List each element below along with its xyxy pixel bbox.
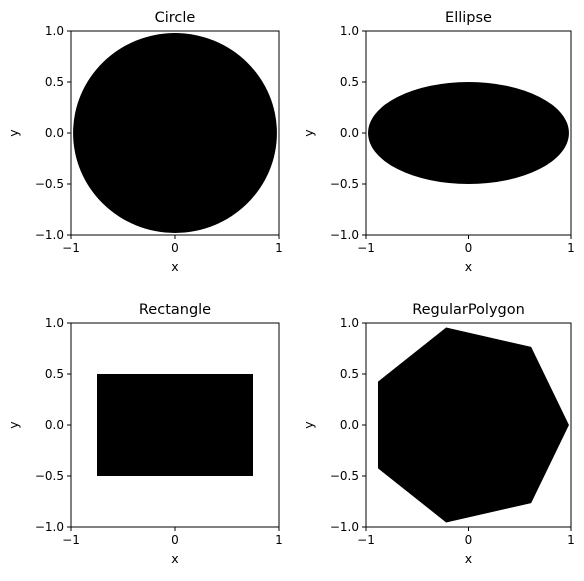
- regular-polygon-shape: [377, 327, 569, 523]
- ellipse-shape: [368, 82, 569, 184]
- y-tick-label: −1.0: [35, 228, 64, 242]
- y-tick-label: −1.0: [330, 520, 359, 534]
- y-axis-label: y: [6, 129, 21, 137]
- x-tick-label: −1: [62, 533, 80, 547]
- x-axis-label: x: [171, 551, 178, 566]
- y-tick-label: 0.0: [340, 418, 359, 432]
- y-tick-label: 0.0: [45, 126, 64, 140]
- x-tick-label: 0: [465, 241, 473, 255]
- x-tick-label: 0: [171, 241, 179, 255]
- y-tick-label: 0.5: [340, 367, 359, 381]
- x-axis-label: x: [465, 551, 472, 566]
- x-tick-label: 0: [465, 533, 473, 547]
- chart-title: Circle: [155, 10, 196, 26]
- x-tick-label: 1: [275, 241, 283, 255]
- y-tick-label: −1.0: [35, 520, 64, 534]
- chart-title: Rectangle: [139, 302, 211, 318]
- x-tick-label: 1: [275, 533, 283, 547]
- y-tick-label: −0.5: [35, 177, 64, 191]
- circle-shape: [73, 33, 277, 233]
- x-axis-label: x: [465, 259, 472, 274]
- x-tick-label: 1: [567, 241, 575, 255]
- y-tick-label: 0.0: [45, 418, 64, 432]
- y-axis-label: y: [301, 421, 316, 429]
- chart-title: Ellipse: [445, 10, 492, 26]
- chart-title: RegularPolygon: [412, 302, 525, 318]
- y-axis-label: y: [301, 129, 316, 137]
- y-tick-label: −0.5: [330, 469, 359, 483]
- panel-ellipse: −1 0 1 −1.0 −0.5 0.0 0.5 1.0 Ellipse x y: [301, 10, 575, 274]
- y-tick-label: 1.0: [340, 24, 359, 38]
- y-tick-label: −0.5: [35, 469, 64, 483]
- y-tick-label: 1.0: [45, 316, 64, 330]
- panel-regularpolygon: −1 0 1 −1.0 −0.5 0.0 0.5 1.0 RegularPolygon x y: [301, 302, 575, 566]
- x-tick-label: 1: [567, 533, 575, 547]
- y-tick-label: −0.5: [330, 177, 359, 191]
- rectangle-shape: [97, 374, 253, 476]
- x-tick-label: 0: [171, 533, 179, 547]
- y-tick-label: 0.5: [45, 367, 64, 381]
- panel-rectangle: −1 0 1 −1.0 −0.5 0.0 0.5 1.0 Rectangle x y: [6, 302, 283, 566]
- x-tick-label: −1: [62, 241, 80, 255]
- y-tick-label: −1.0: [330, 228, 359, 242]
- y-tick-label: 1.0: [340, 316, 359, 330]
- x-tick-label: −1: [357, 241, 375, 255]
- x-tick-label: −1: [357, 533, 375, 547]
- y-tick-label: 1.0: [45, 24, 64, 38]
- y-tick-label: 0.5: [340, 75, 359, 89]
- y-axis-label: y: [6, 421, 21, 429]
- y-tick-label: 0.0: [340, 126, 359, 140]
- y-tick-label: 0.5: [45, 75, 64, 89]
- x-axis-label: x: [171, 259, 178, 274]
- panel-circle: −1 0 1 −1.0 −0.5 0.0 0.5 1.0 Circle x y: [6, 10, 283, 274]
